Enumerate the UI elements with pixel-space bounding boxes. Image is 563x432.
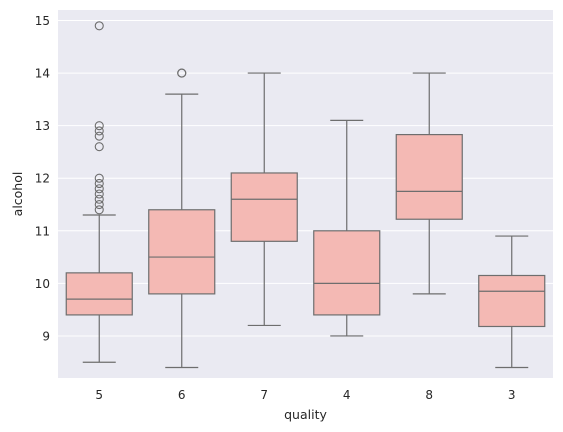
x-tick-label: 5 (95, 388, 103, 402)
outlier-point (177, 68, 187, 78)
box-group (65, 21, 133, 363)
outlier-point (94, 178, 104, 189)
box-group (313, 119, 381, 337)
outlier-point (94, 173, 104, 183)
plot-area (58, 10, 553, 378)
x-axis-label: quality (284, 407, 327, 422)
iqr-box (230, 172, 298, 242)
box-group (148, 68, 216, 369)
outlier-point (94, 21, 104, 31)
x-tick-label: 4 (343, 388, 351, 402)
iqr-box (65, 272, 133, 316)
x-tick-label: 8 (425, 388, 433, 402)
y-tick-label: 12 (35, 172, 50, 186)
outlier-point (94, 121, 104, 131)
box-group (478, 235, 546, 369)
iqr-box (395, 133, 463, 220)
iqr-box (478, 274, 546, 328)
box-group (395, 72, 463, 295)
outlier-point (94, 205, 104, 215)
outlier-point (94, 126, 104, 136)
outlier-point (94, 142, 104, 152)
x-tick-label: 7 (260, 388, 268, 402)
outlier-point (94, 199, 104, 210)
box-group (230, 72, 298, 327)
y-tick-label: 11 (35, 224, 50, 238)
y-tick-label: 10 (35, 277, 50, 291)
grid-lines (58, 20, 553, 337)
outlier-point (94, 184, 104, 194)
outlier-point (94, 194, 104, 204)
y-tick-label: 13 (35, 119, 50, 133)
x-axis-ticks: 5 6 7 4 8 3 (95, 388, 515, 402)
y-tick-label: 9 (42, 329, 50, 343)
x-tick-label: 6 (178, 388, 186, 402)
iqr-box (148, 209, 216, 295)
y-axis-ticks: 9 10 11 12 13 14 15 (35, 14, 50, 343)
y-tick-label: 14 (35, 67, 50, 81)
box-series (65, 21, 546, 369)
y-axis-label: alcohol (10, 172, 25, 217)
iqr-box (313, 230, 381, 316)
outlier-point (94, 189, 104, 199)
y-tick-label: 15 (35, 14, 50, 28)
x-tick-label: 3 (508, 388, 516, 402)
outlier-point (94, 131, 104, 141)
